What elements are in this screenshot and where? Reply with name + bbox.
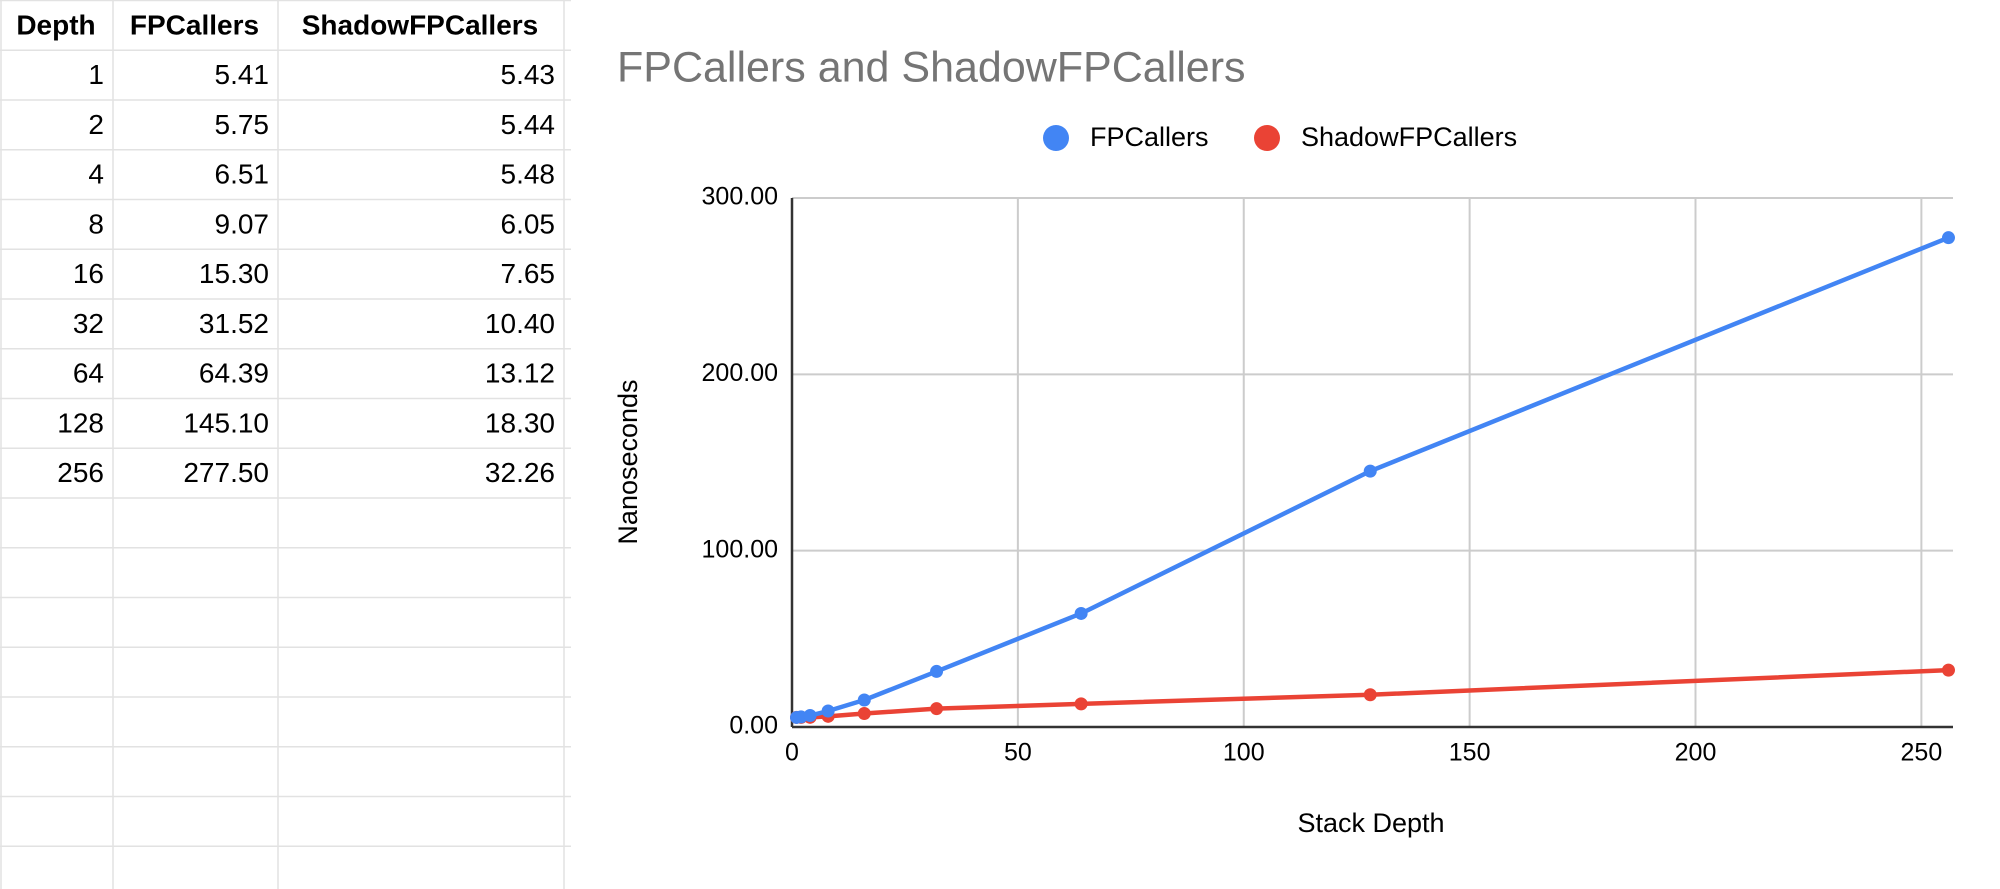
legend-marker	[1043, 125, 1069, 151]
y-tick-label: 0.00	[729, 712, 778, 740]
table-cell: 6.51	[215, 159, 270, 190]
legend-label: ShadowFPCallers	[1301, 122, 1517, 152]
x-tick-label: 250	[1901, 739, 1943, 767]
legend-marker	[1254, 125, 1280, 151]
x-tick-label: 100	[1223, 739, 1265, 767]
table-cell: 32	[73, 308, 104, 339]
table-cell: 9.07	[215, 208, 270, 239]
table-cell: 64	[73, 358, 104, 389]
table-cell: 16	[73, 258, 104, 289]
x-axis-label: Stack Depth	[1297, 808, 1444, 838]
table-cell: 8	[88, 208, 104, 239]
table-cell: 5.44	[501, 109, 556, 140]
table-cell: 13.12	[485, 358, 555, 389]
data-point	[803, 709, 817, 723]
x-tick-label: 0	[785, 739, 799, 767]
data-point	[857, 707, 871, 721]
y-axis-label: Nanoseconds	[613, 379, 643, 544]
table-cell: 7.65	[501, 258, 556, 289]
column-header: FPCallers	[130, 9, 259, 40]
x-tick-label: 50	[1004, 739, 1032, 767]
y-tick-label: 200.00	[702, 359, 778, 387]
table-cell: 10.40	[485, 308, 555, 339]
chart-title: FPCallers and ShadowFPCallers	[617, 43, 1246, 91]
chart: FPCallers and ShadowFPCallers Stack Dept…	[613, 43, 1955, 838]
table-cell: 2	[88, 109, 104, 140]
y-tick-label: 300.00	[702, 183, 778, 211]
column-header: Depth	[16, 9, 95, 40]
x-tick-label: 150	[1449, 739, 1491, 767]
table-cell: 31.52	[199, 308, 269, 339]
table-cell: 4	[88, 159, 104, 190]
table-cell: 15.30	[199, 258, 269, 289]
table-cell: 277.50	[183, 457, 269, 488]
table-cell: 5.48	[501, 159, 556, 190]
y-tick-label: 100.00	[702, 535, 778, 563]
table-cell: 18.30	[485, 407, 555, 438]
data-point	[821, 704, 835, 718]
data-point	[930, 702, 944, 716]
table-cell: 32.26	[485, 457, 555, 488]
data-point	[1941, 231, 1955, 245]
table-cell: 64.39	[199, 358, 269, 389]
table-cell: 6.05	[501, 208, 556, 239]
data-point	[857, 693, 871, 707]
data-point	[1363, 464, 1377, 478]
data-point	[1074, 697, 1088, 711]
table-cell: 5.41	[215, 59, 270, 90]
column-header: ShadowFPCallers	[302, 9, 539, 40]
legend-label: FPCallers	[1090, 122, 1209, 152]
table-cell: 5.75	[215, 109, 270, 140]
table-cell: 5.43	[501, 59, 556, 90]
table-cell: 145.10	[183, 407, 269, 438]
table-cell: 1	[88, 59, 104, 90]
data-point	[1074, 606, 1088, 620]
x-tick-label: 200	[1675, 739, 1717, 767]
data-point	[1363, 688, 1377, 702]
data-point	[1941, 663, 1955, 677]
table-cell: 128	[57, 407, 104, 438]
data-point	[930, 664, 944, 678]
table-cell: 256	[57, 457, 104, 488]
